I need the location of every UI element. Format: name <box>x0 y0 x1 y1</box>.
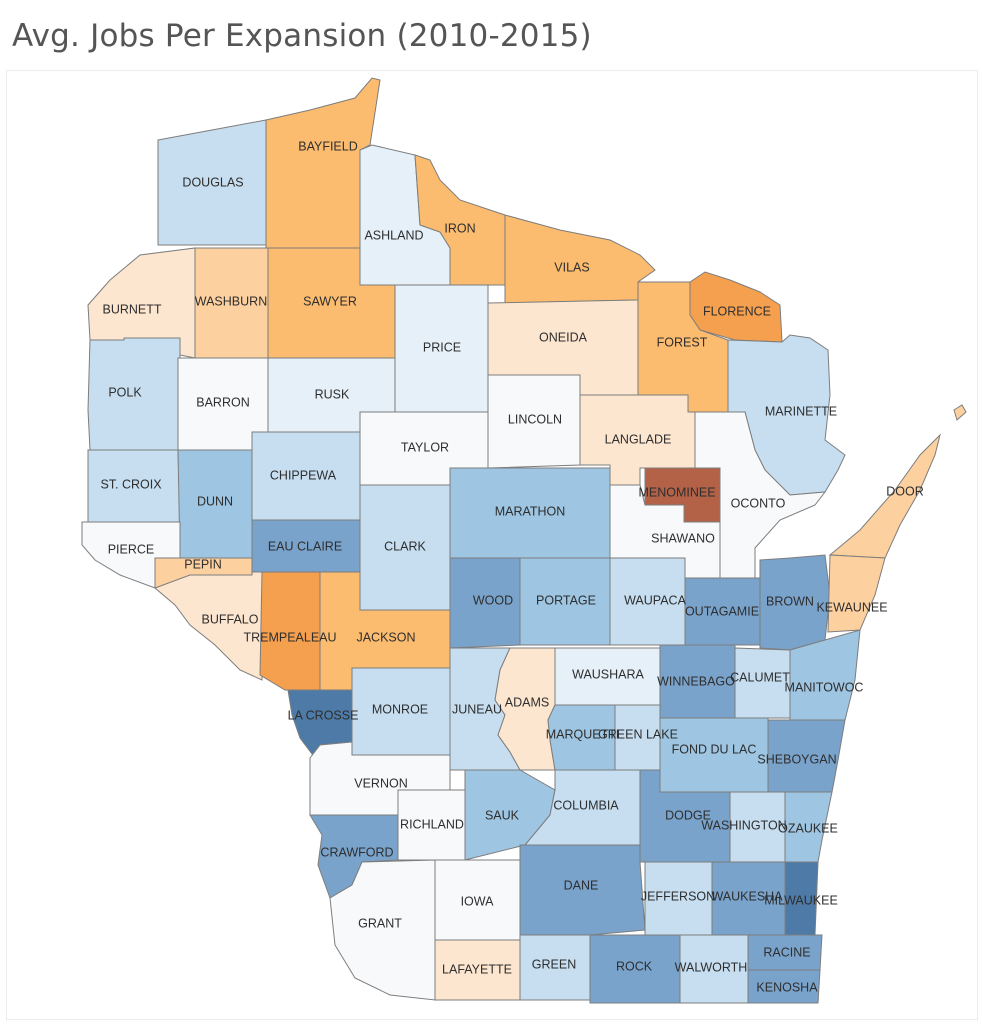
county-label-waukesha: WAUKESHA <box>711 889 783 903</box>
county-label-waushara: WAUSHARA <box>572 667 644 681</box>
county-kewaunee[interactable] <box>827 554 886 633</box>
county-label-wood: WOOD <box>473 593 513 607</box>
county-buffalo[interactable] <box>154 571 263 681</box>
county-label-lafayette: LAFAYETTE <box>442 962 512 976</box>
county-label-rock: ROCK <box>616 959 653 973</box>
county-label-trempealeau: TREMPEALEAU <box>243 630 336 644</box>
county-label-lincoln: LINCOLN <box>508 412 562 426</box>
county-label-taylor: TAYLOR <box>401 440 449 454</box>
county-label-pepin: PEPIN <box>184 557 222 571</box>
county-label-crawford: CRAWFORD <box>320 845 393 859</box>
county-label-marathon: MARATHON <box>495 504 566 518</box>
county-label-jefferson: JEFFERSON <box>641 889 715 903</box>
county-kenosha[interactable] <box>747 969 821 1004</box>
county-label-adams: ADAMS <box>505 695 549 709</box>
county-vilas[interactable] <box>504 214 656 304</box>
county-label-sheboygan: SHEBOYGAN <box>757 752 836 766</box>
county-label-manitowoc: MANITOWOC <box>785 680 864 694</box>
county-label-walworth: WALWORTH <box>675 960 748 974</box>
county-label-oneida: ONEIDA <box>539 330 588 344</box>
map-frame <box>6 70 978 1020</box>
county-label-juneau: JUNEAU <box>452 702 502 716</box>
county-label-vernon: VERNON <box>354 776 407 790</box>
county-label-barron: BARRON <box>196 395 249 409</box>
county-label-portage: PORTAGE <box>536 593 596 607</box>
county-label-ashland: ASHLAND <box>364 228 423 242</box>
county-label-st-croix: ST. CROIX <box>100 477 162 491</box>
county-label-langlade: LANGLADE <box>605 432 672 446</box>
county-label-jackson: JACKSON <box>356 630 415 644</box>
county-label-iron: IRON <box>444 221 475 235</box>
county-label-burnett: BURNETT <box>102 302 161 316</box>
county-label-dodge: DODGE <box>665 808 711 822</box>
county-brown[interactable] <box>759 554 831 651</box>
county-label-marinette: MARINETTE <box>765 404 837 418</box>
county-label-milwaukee: MILWAUKEE <box>764 893 838 907</box>
county-label-green-lake: GREEN LAKE <box>598 727 678 741</box>
county-label-douglas: DOUGLAS <box>182 175 243 189</box>
county-langlade[interactable] <box>579 394 696 486</box>
county-label-washburn: WASHBURN <box>195 294 267 308</box>
county-ozaukee[interactable] <box>784 791 833 863</box>
county-label-buffalo: BUFFALO <box>202 612 259 626</box>
county-shapes <box>81 77 967 1004</box>
county-oconto[interactable] <box>694 411 827 579</box>
county-label-iowa: IOWA <box>461 894 495 908</box>
county-label-la-crosse: LA CROSSE <box>288 708 359 722</box>
county-label-dane: DANE <box>564 878 599 892</box>
county-label-brown: BROWN <box>766 594 814 608</box>
county-label-dunn: DUNN <box>197 494 233 508</box>
county-label-washington: WASHINGTON <box>701 818 786 832</box>
page-title: Avg. Jobs Per Expansion (2010-2015) <box>12 18 592 54</box>
county-label-richland: RICHLAND <box>400 817 464 831</box>
county-sheboygan[interactable] <box>767 719 846 793</box>
county-label-green: GREEN <box>532 957 576 971</box>
county-label-clark: CLARK <box>384 539 426 553</box>
county-label-forest: FOREST <box>657 335 708 349</box>
county-label-waupaca: WAUPACA <box>624 593 686 607</box>
county-label-winnebago: WINNEBAGO <box>657 674 735 688</box>
county-door[interactable] <box>828 433 941 559</box>
county-label-polk: POLK <box>108 385 142 399</box>
county-label-oconto: OCONTO <box>731 496 786 510</box>
county-label-fond-du-lac: FOND DU LAC <box>672 742 757 756</box>
county-label-grant: GRANT <box>358 916 402 930</box>
county-label-florence: FLORENCE <box>703 304 771 318</box>
county-label-bayfield: BAYFIELD <box>298 139 358 153</box>
county-label-eau-claire: EAU CLAIRE <box>268 539 342 553</box>
door-island-shape <box>953 404 967 421</box>
county-label-kenosha: KENOSHA <box>756 980 818 994</box>
county-label-ozaukee: OZAUKEE <box>778 821 838 835</box>
county-label-price: PRICE <box>423 340 461 354</box>
county-label-sawyer: SAWYER <box>303 294 357 308</box>
county-label-menominee: MENOMINEE <box>638 485 715 499</box>
county-label-columbia: COLUMBIA <box>553 798 619 812</box>
county-label-pierce: PIERCE <box>108 542 155 556</box>
county-label-monroe: MONROE <box>372 702 428 716</box>
county-label-kewaunee: KEWAUNEE <box>816 600 887 614</box>
county-label-shawano: SHAWANO <box>651 531 715 545</box>
county-label-calumet: CALUMET <box>730 670 790 684</box>
county-label-racine: RACINE <box>763 945 810 959</box>
county-label-outagamie: OUTAGAMIE <box>685 604 759 618</box>
county-label-sauk: SAUK <box>485 808 520 822</box>
county-label-chippewa: CHIPPEWA <box>270 468 337 482</box>
county-label-marquette: MARQUETTE <box>546 727 624 741</box>
county-label-vilas: VILAS <box>554 260 589 274</box>
county-label-door: DOOR <box>886 484 924 498</box>
county-label-rusk: RUSK <box>315 387 350 401</box>
county-labels: DOUGLAS BAYFIELD ASHLAND IRON VILAS FLORENCE B… <box>100 139 923 994</box>
